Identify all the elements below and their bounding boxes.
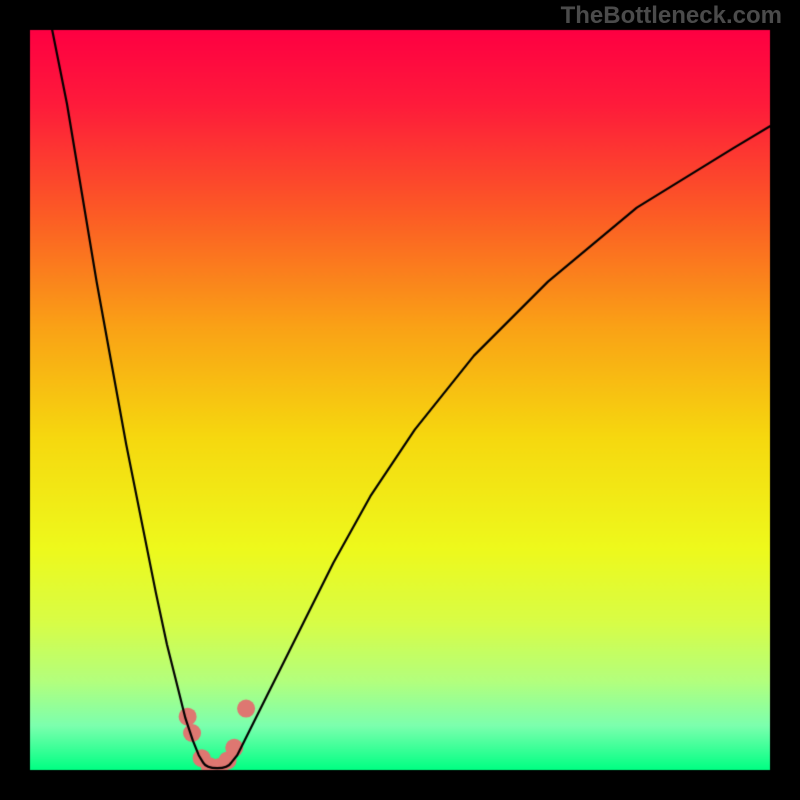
bottleneck-curve-chart (0, 0, 800, 800)
chart-stage: TheBottleneck.com (0, 0, 800, 800)
watermark-text: TheBottleneck.com (561, 2, 782, 30)
